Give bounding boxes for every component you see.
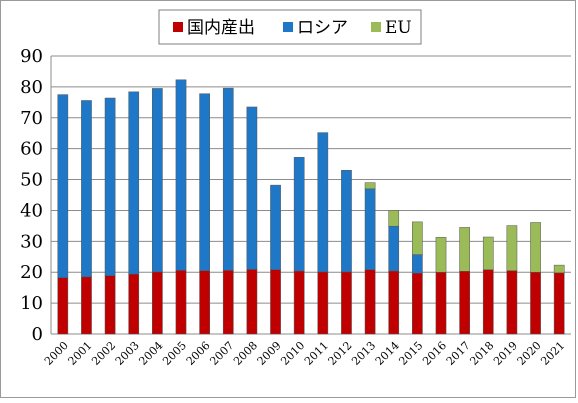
y-tick-label: 20: [20, 262, 43, 283]
bar-2007-series-0: [222, 270, 234, 335]
x-tick-label: 2013: [349, 339, 378, 368]
bar-2019-series-2: [506, 225, 518, 271]
bar-2015-series-0: [412, 272, 423, 335]
x-tick-label: 2014: [373, 339, 402, 368]
legend: 国内産出 ロシア EU: [158, 9, 422, 45]
x-tick-label: 2017: [444, 339, 473, 368]
x-tick-label: 2004: [136, 339, 165, 368]
bar-2013-series-1: [364, 188, 376, 271]
x-tick-label: 2007: [207, 339, 236, 368]
bar-2001-series-0: [81, 276, 92, 335]
bar-2011-series-0: [317, 271, 329, 335]
x-tick-label: 2008: [231, 339, 260, 368]
bar-2014-series-2: [388, 210, 400, 227]
bar-2010-series-1: [293, 157, 305, 272]
legend-label-1: ロシア: [297, 18, 348, 38]
x-tick-label: 2021: [538, 339, 567, 368]
x-tick-label: 2020: [515, 339, 544, 368]
y-tick-label: 10: [20, 293, 43, 314]
bar-2003-series-1: [128, 91, 140, 275]
bar-2010-series-0: [293, 270, 305, 335]
bar-2014-series-1: [388, 225, 400, 272]
bar-2009-series-1: [270, 184, 281, 271]
bar-2009-series-0: [270, 269, 281, 335]
y-tick-label: 60: [20, 139, 43, 160]
bar-2018-series-2: [482, 236, 494, 271]
x-tick-label: 2000: [42, 339, 71, 368]
x-tick-label: 2010: [278, 339, 307, 368]
y-tick-label: 70: [20, 108, 43, 129]
bar-2017-series-2: [459, 227, 470, 272]
x-tick-label: 2011: [302, 339, 331, 368]
bar-2012-series-0: [341, 271, 352, 335]
bar-2003-series-0: [128, 273, 140, 335]
bar-2005-series-1: [175, 79, 187, 271]
bar-2002-series-0: [104, 275, 116, 335]
bar-2016-series-0: [435, 271, 447, 335]
legend-swatch-0: [173, 22, 183, 32]
bar-2015-series-1: [412, 254, 423, 274]
legend-swatch-2: [371, 22, 381, 32]
bar-2021-series-0: [553, 272, 565, 335]
y-tick-label: 30: [20, 231, 43, 252]
bar-2016-series-2: [435, 237, 447, 273]
y-tick-label: 40: [20, 200, 43, 221]
bar-2008-series-1: [246, 106, 258, 270]
x-tick-label: 2012: [326, 339, 355, 368]
x-tick-label: 2019: [491, 339, 520, 368]
bar-2017-series-0: [459, 271, 470, 335]
bar-2019-series-0: [506, 270, 518, 335]
bar-2005-series-0: [175, 270, 187, 335]
bar-2004-series-0: [152, 271, 163, 335]
x-tick-label: 2015: [396, 339, 425, 368]
x-tick-label: 2005: [160, 339, 189, 368]
bar-2018-series-0: [482, 269, 494, 335]
bar-2000-series-1: [57, 94, 69, 279]
legend-label-0: 国内産出: [187, 18, 255, 38]
bar-2006-series-0: [199, 270, 210, 335]
x-tick-label: 2016: [420, 339, 449, 368]
bars: [57, 79, 565, 335]
x-tick-label: 2018: [467, 339, 496, 368]
bar-2014-series-0: [388, 270, 400, 335]
y-tick-label: 0: [32, 324, 43, 345]
legend-swatch-1: [283, 22, 293, 32]
bar-2006-series-1: [199, 93, 210, 271]
bar-2007-series-1: [222, 87, 234, 271]
bar-2021-series-2: [553, 264, 565, 274]
x-tick-label: 2003: [113, 339, 142, 368]
bar-2015-series-2: [412, 221, 423, 255]
bar-2012-series-1: [341, 170, 352, 273]
bar-2002-series-1: [104, 97, 116, 276]
bar-2008-series-0: [246, 269, 258, 335]
x-tick-label: 2001: [66, 339, 95, 368]
bar-2013-series-0: [364, 269, 376, 335]
bar-2011-series-1: [317, 132, 329, 273]
bar-2000-series-0: [57, 277, 69, 335]
y-tick-label: 50: [20, 170, 43, 191]
bar-2004-series-1: [152, 88, 163, 273]
bar-2013-series-2: [364, 182, 376, 190]
legend-label-2: EU: [385, 18, 412, 38]
bar-2001-series-1: [81, 100, 92, 278]
x-tick-label: 2006: [184, 339, 213, 368]
y-tick-label: 90: [20, 46, 43, 67]
bar-2020-series-2: [530, 222, 541, 273]
y-tick-label: 80: [20, 77, 43, 98]
x-tick-label: 2002: [89, 339, 118, 368]
bar-2020-series-0: [530, 271, 541, 335]
x-tick-label: 2009: [255, 339, 284, 368]
